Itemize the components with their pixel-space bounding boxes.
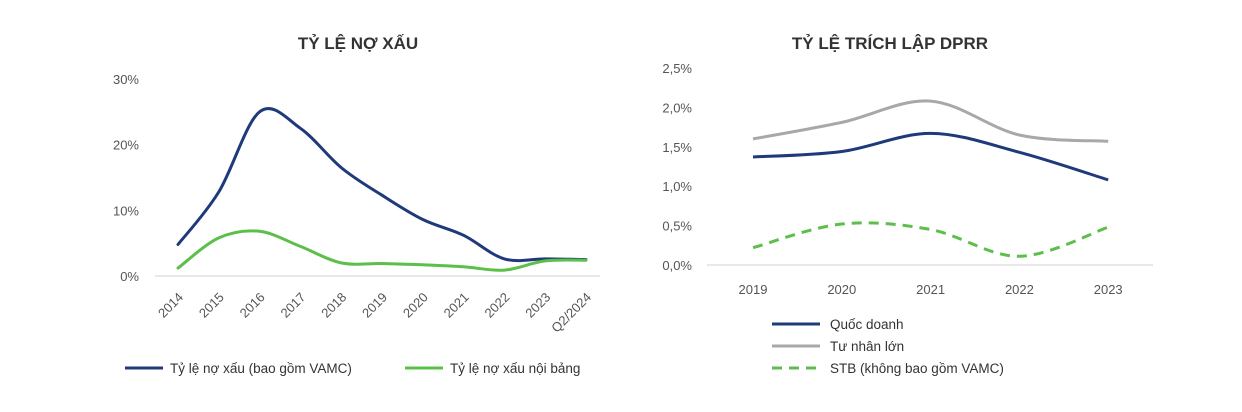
npl-x-ticks: 2014 2015 2016 2017 2018 2019 2020 2021 2022 2023… bbox=[155, 290, 594, 336]
y-tick-label: 0,0% bbox=[662, 258, 692, 273]
x-tick-label: Q2/2024 bbox=[548, 290, 594, 336]
npl-y-ticks: 0% 10% 20% 30% bbox=[113, 72, 139, 284]
provision-chart: TỶ LỆ TRÍCH LẬP DPRR 0,0% 0,5% 1,0% 1,5% 2,0… bbox=[662, 34, 1153, 376]
provision-x-ticks: 2019 2020 2021 2022 2023 bbox=[739, 282, 1123, 297]
legend-label: Tư nhân lớn bbox=[830, 339, 904, 354]
x-tick-label: 2019 bbox=[359, 290, 390, 321]
x-tick-label: 2016 bbox=[237, 290, 268, 321]
legend-label: STB (không bao gồm VAMC) bbox=[830, 361, 1004, 376]
y-tick-label: 2,5% bbox=[662, 61, 692, 76]
x-tick-label: 2022 bbox=[481, 290, 512, 321]
x-tick-label: 2021 bbox=[441, 290, 472, 321]
y-tick-label: 0,5% bbox=[662, 219, 692, 234]
y-tick-label: 1,5% bbox=[662, 140, 692, 155]
x-tick-label: 2019 bbox=[739, 282, 768, 297]
x-tick-label: 2020 bbox=[400, 290, 431, 321]
provision-y-ticks: 0,0% 0,5% 1,0% 1,5% 2,0% 2,5% bbox=[662, 61, 692, 273]
provision-chart-title: TỶ LỆ TRÍCH LẬP DPRR bbox=[792, 34, 988, 53]
series-line-t-nh-n-l-n bbox=[752, 99, 1109, 143]
npl-chart-title: TỶ LỆ NỢ XẤU bbox=[298, 34, 418, 53]
x-tick-label: 2022 bbox=[1005, 282, 1034, 297]
legend-label: Tỷ lệ nợ xấu nội bảng bbox=[450, 361, 580, 376]
x-tick-label: 2014 bbox=[155, 290, 186, 321]
y-tick-label: 30% bbox=[113, 72, 139, 87]
y-tick-label: 1,0% bbox=[662, 179, 692, 194]
x-tick-label: 2023 bbox=[1094, 282, 1123, 297]
legend-label: Tỷ lệ nợ xấu (bao gồm VAMC) bbox=[170, 361, 352, 376]
x-tick-label: 2017 bbox=[277, 290, 308, 321]
x-tick-label: 2020 bbox=[827, 282, 856, 297]
legend-label: Quốc doanh bbox=[830, 317, 904, 332]
x-tick-label: 2021 bbox=[916, 282, 945, 297]
y-tick-label: 0% bbox=[120, 269, 139, 284]
x-tick-label: 2023 bbox=[522, 290, 553, 321]
provision-legend: Quốc doanh Tư nhân lớn STB (không bao gồm … bbox=[772, 317, 1004, 376]
npl-chart: TỶ LỆ NỢ XẤU 0%10%20%30% 2014 2015 2016 201… bbox=[113, 34, 600, 376]
series-line-t-l-n-x-u-n-i-b-ng bbox=[176, 229, 588, 272]
series-line-qu-c-doanh bbox=[752, 131, 1109, 182]
series-line-t-l-n-x-u-bao-g-m-vamc bbox=[176, 107, 588, 263]
x-tick-label: 2015 bbox=[196, 290, 227, 321]
x-tick-label: 2018 bbox=[318, 290, 349, 321]
npl-series bbox=[176, 107, 588, 272]
y-tick-label: 20% bbox=[113, 138, 139, 153]
npl-legend: Tỷ lệ nợ xấu (bao gồm VAMC) Tỷ lệ nợ xấu … bbox=[125, 361, 580, 376]
provision-series bbox=[752, 99, 1109, 258]
y-tick-label: 2,0% bbox=[662, 100, 692, 115]
y-tick-label: 10% bbox=[113, 203, 139, 218]
series-line-stb-kh-ng-bao-g-m-vamc bbox=[752, 221, 1109, 258]
